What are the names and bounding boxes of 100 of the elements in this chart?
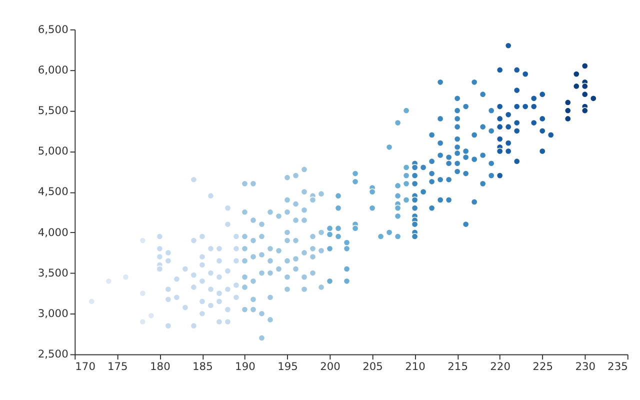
point bbox=[232, 257, 240, 264]
point bbox=[394, 204, 402, 212]
point bbox=[198, 253, 206, 260]
point bbox=[139, 237, 146, 244]
point bbox=[436, 196, 444, 204]
point bbox=[164, 286, 172, 293]
point bbox=[496, 172, 504, 180]
point bbox=[139, 290, 146, 297]
point bbox=[454, 115, 461, 122]
point bbox=[343, 245, 350, 252]
point bbox=[513, 66, 520, 74]
point bbox=[581, 107, 588, 114]
y-tick-label: 5,000 bbox=[38, 144, 69, 158]
point bbox=[590, 94, 597, 102]
point bbox=[581, 82, 588, 90]
point bbox=[454, 94, 461, 102]
point bbox=[198, 278, 206, 285]
point bbox=[232, 233, 240, 240]
point bbox=[564, 99, 572, 106]
x-tick-label: 230 bbox=[575, 360, 596, 374]
point bbox=[564, 107, 572, 114]
point bbox=[454, 144, 461, 151]
point bbox=[164, 257, 172, 264]
point bbox=[547, 132, 554, 138]
point bbox=[122, 274, 130, 281]
point bbox=[428, 132, 436, 138]
point bbox=[572, 82, 580, 90]
point bbox=[462, 154, 470, 161]
point bbox=[139, 318, 146, 326]
point bbox=[530, 103, 538, 110]
point bbox=[164, 322, 172, 330]
point bbox=[496, 123, 504, 130]
point bbox=[462, 170, 470, 177]
x-tick-label: 220 bbox=[490, 360, 511, 374]
point bbox=[581, 62, 588, 70]
y-tick-label: 6,500 bbox=[38, 22, 69, 36]
point bbox=[462, 103, 470, 110]
point bbox=[207, 245, 214, 252]
point bbox=[216, 318, 223, 326]
point bbox=[572, 70, 580, 78]
point bbox=[411, 220, 418, 228]
point bbox=[504, 123, 512, 130]
point bbox=[479, 180, 486, 188]
point bbox=[454, 107, 461, 114]
point bbox=[88, 298, 96, 305]
point bbox=[479, 90, 486, 98]
point bbox=[411, 180, 418, 188]
point bbox=[394, 212, 402, 220]
point bbox=[411, 233, 418, 240]
point bbox=[334, 224, 342, 232]
point bbox=[513, 86, 520, 94]
point bbox=[402, 172, 410, 180]
x-tick-label: 190 bbox=[235, 360, 256, 374]
point bbox=[411, 164, 418, 171]
point bbox=[190, 272, 198, 278]
point bbox=[207, 302, 214, 309]
point bbox=[352, 178, 359, 186]
point bbox=[462, 220, 470, 228]
x-tick-label: 180 bbox=[150, 360, 171, 374]
point bbox=[436, 152, 444, 159]
point bbox=[394, 192, 402, 200]
point bbox=[190, 284, 198, 291]
point bbox=[326, 278, 334, 285]
point bbox=[343, 266, 350, 272]
point bbox=[538, 90, 546, 98]
point bbox=[436, 115, 444, 122]
point bbox=[436, 140, 444, 147]
point bbox=[216, 274, 223, 281]
point bbox=[216, 298, 223, 305]
point bbox=[428, 158, 436, 165]
x-tick-label: 200 bbox=[320, 360, 341, 374]
point bbox=[368, 204, 376, 212]
point bbox=[326, 224, 334, 232]
point bbox=[428, 204, 436, 212]
point bbox=[105, 278, 112, 285]
point bbox=[198, 310, 206, 318]
point bbox=[224, 204, 232, 212]
point bbox=[428, 170, 436, 177]
x-tick-label: 195 bbox=[278, 360, 298, 374]
point bbox=[488, 107, 495, 114]
point bbox=[182, 266, 189, 272]
point bbox=[224, 220, 232, 228]
point bbox=[530, 94, 538, 102]
y-tick-label: 4,000 bbox=[38, 226, 69, 239]
point bbox=[182, 304, 189, 311]
point bbox=[488, 127, 495, 134]
point bbox=[470, 78, 478, 86]
point bbox=[513, 103, 520, 110]
point bbox=[232, 282, 240, 289]
point bbox=[156, 233, 164, 240]
y-tick-label: 5,500 bbox=[38, 104, 69, 117]
point bbox=[224, 318, 232, 326]
point bbox=[402, 180, 410, 188]
x-tick-label: 185 bbox=[192, 360, 213, 374]
point bbox=[470, 132, 478, 138]
point bbox=[394, 119, 402, 126]
point bbox=[207, 270, 214, 276]
point bbox=[216, 290, 223, 297]
point bbox=[232, 294, 240, 301]
point bbox=[488, 172, 495, 180]
